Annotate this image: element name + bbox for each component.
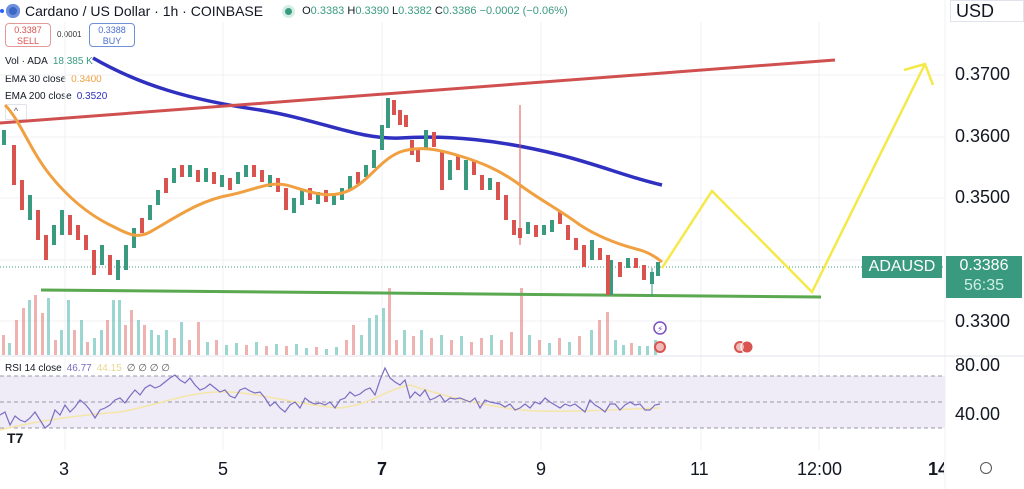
legend-ema30[interactable]: EMA 30 close 0.3400 <box>5 74 102 85</box>
legend-ema200[interactable]: EMA 200 close 0.3520 <box>5 91 108 102</box>
volume-bars <box>2 288 657 355</box>
cardano-logo-icon <box>6 4 20 18</box>
tradingview-logo-icon: T7 <box>7 430 24 446</box>
rsi-legend[interactable]: RSI 14 close 46.77 44.15 ∅ ∅ ∅ ∅ <box>5 363 170 374</box>
resistance-trendline <box>0 58 836 125</box>
y-tick-0360: 0.3600 <box>955 126 1011 146</box>
x-tick-11: 11 <box>690 459 709 479</box>
rsi-ma-line <box>0 384 661 431</box>
rsi-tick-80: 80.00 <box>955 355 1001 375</box>
svg-text:⚡: ⚡ <box>657 325 663 335</box>
y-tick-0370: 0.3700 <box>955 64 1011 84</box>
dot-icon <box>0 9 4 13</box>
y-tick-0330: 0.3300 <box>955 311 1011 331</box>
lightning-event-icon <box>653 321 667 335</box>
last-price-tag: 0.3386 56:35 <box>946 256 1022 298</box>
x-tick-1200: 12:00 <box>797 459 843 479</box>
y-tick-0350: 0.3500 <box>955 187 1011 207</box>
symbol-tag: ADAUSD <box>862 256 942 278</box>
x-tick-7: 7 <box>377 459 388 479</box>
projection-arrowhead <box>903 62 935 86</box>
spread-value: 0.0001 <box>57 30 82 39</box>
x-tick-9: 9 <box>536 459 547 479</box>
chart-header: Cardano / US Dollar · 1h · COINBASE O0.3… <box>0 0 568 22</box>
axis-settings-icon[interactable] <box>980 462 992 474</box>
rsi-tick-40: 40.00 <box>955 404 1001 424</box>
ema200-line <box>92 56 663 187</box>
rsi-line <box>0 366 661 429</box>
ema30-line <box>3 103 663 264</box>
projection-path <box>660 63 927 295</box>
x-tick-3: 3 <box>59 459 70 479</box>
buy-button[interactable]: 0.3388 BUY <box>89 23 135 47</box>
sell-button[interactable]: 0.3387 SELL <box>5 23 51 47</box>
legend-volume[interactable]: Vol · ADA 18.385 K <box>5 56 93 67</box>
x-tick-5: 5 <box>218 459 229 479</box>
ohlc-values: O0.3383 H0.3390 L0.3382 C0.3386 −0.0002 … <box>302 5 568 17</box>
market-open-icon <box>285 7 293 15</box>
support-trendline <box>40 288 822 299</box>
symbol-title[interactable]: Cardano / US Dollar · 1h · COINBASE <box>25 3 264 19</box>
x-tick-14: 14 <box>928 459 944 479</box>
